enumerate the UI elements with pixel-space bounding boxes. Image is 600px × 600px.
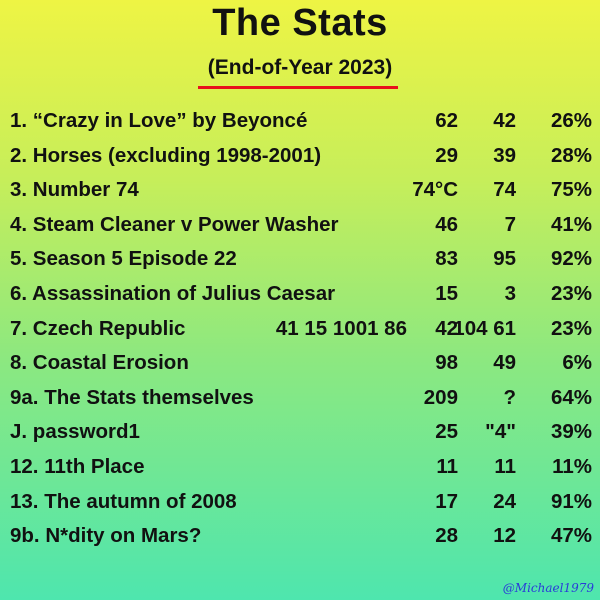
row-value-1: 46 [435,212,458,236]
row-value-2: 3 [504,281,516,305]
row-label: 5. Season 5 Episode 22 [10,247,237,271]
stats-row: 4. Steam Cleaner v Power Washer 46 7 41% [0,208,600,243]
row-percent: 41% [550,212,592,236]
row-percent: 91% [550,489,592,513]
row-label: 8. Coastal Erosion [10,351,189,375]
stats-row: 12. 11th Place 11 11 11% [0,450,600,485]
row-percent: 11% [552,454,592,478]
row-value-2: 95 [493,247,516,271]
row-label: 9a. The Stats themselves [10,385,254,409]
row-percent: 92% [550,247,592,271]
row-value-1: 42 [435,316,458,340]
row-value-2: 74 [493,178,516,202]
stats-row: 9a. The Stats themselves 209 ? 64% [0,381,600,416]
row-value-2: 49 [493,351,516,375]
row-value-1: 25 [435,420,458,444]
row-value-1: 98 [435,351,458,375]
row-value-1: 11 [436,454,458,478]
subtitle-underline [198,86,398,89]
row-value-2: 12 [493,524,516,548]
row-label: 12. 11th Place [10,454,145,478]
row-value-1: 62 [435,109,458,132]
row-percent: 23% [550,281,592,305]
row-percent: 26% [550,109,592,132]
page-title: The Stats [212,2,388,44]
row-percent: 64% [550,385,592,409]
row-label: 9b. N*dity on Mars? [10,524,202,548]
row-value-2: "4" [485,420,516,444]
page-subtitle: (End-of-Year 2023) [207,56,393,79]
row-value-2: 24 [493,489,516,513]
row-percent: 23% [550,316,592,340]
stats-row: 8. Coastal Erosion 98 49 6% [0,346,600,381]
watermark-handle: @Michael1979 [502,581,594,595]
row-value-2: 7 [504,212,516,236]
row-percent: 47% [550,524,592,548]
row-value-1: 28 [435,524,458,548]
row-value-1: 15 [435,281,458,305]
stats-row: 5. Season 5 Episode 22 83 95 92% [0,242,600,277]
row-value-1: 74°C [412,178,458,202]
stats-row: 3. Number 74 74°C 74 75% [0,173,600,208]
row-percent: 39% [550,420,592,444]
stats-list: 1. “Crazy in Love” by Beyoncé 62 42 26% … [0,104,600,554]
row-label: 4. Steam Cleaner v Power Washer [10,212,339,236]
row-percent: 6% [562,351,592,375]
row-value-2: ? [503,385,516,409]
stats-row: 6. Assassination of Julius Caesar 15 3 2… [0,277,600,312]
stats-row: 1. “Crazy in Love” by Beyoncé 62 42 26% [0,104,600,139]
row-value-1: 29 [435,143,458,167]
row-label: 1. “Crazy in Love” by Beyoncé [10,109,308,132]
row-value-1: 83 [435,247,458,271]
row-value-2: 104 61 [453,316,516,340]
row-label: 6. Assassination of Julius Caesar [10,281,336,305]
row-value-2: 42 [493,109,516,132]
row-label: 7. Czech Republic [10,316,186,340]
stats-row: 7. Czech Republic 41 15 1001 86 42 104 6… [0,312,600,347]
stats-row: J. password1 25 "4" 39% [0,415,600,450]
row-value-1: 209 [423,385,458,409]
row-percent: 28% [550,143,592,167]
row-value-2: 11 [494,454,516,478]
row-label: 2. Horses (excluding 1998-2001) [10,143,322,167]
stats-row: 13. The autumn of 2008 17 24 91% [0,485,600,520]
row-value-1: 17 [435,489,458,513]
stats-row: 2. Horses (excluding 1998-2001) 29 39 28… [0,139,600,174]
row-percent: 75% [550,178,592,202]
row-label: 13. The autumn of 2008 [10,489,237,513]
row-extra-values: 41 15 1001 86 [275,316,407,340]
row-label: 3. Number 74 [10,178,139,202]
row-label: J. password1 [10,420,140,444]
row-value-2: 39 [493,143,516,167]
stats-row: 9b. N*dity on Mars? 28 12 47% [0,519,600,554]
